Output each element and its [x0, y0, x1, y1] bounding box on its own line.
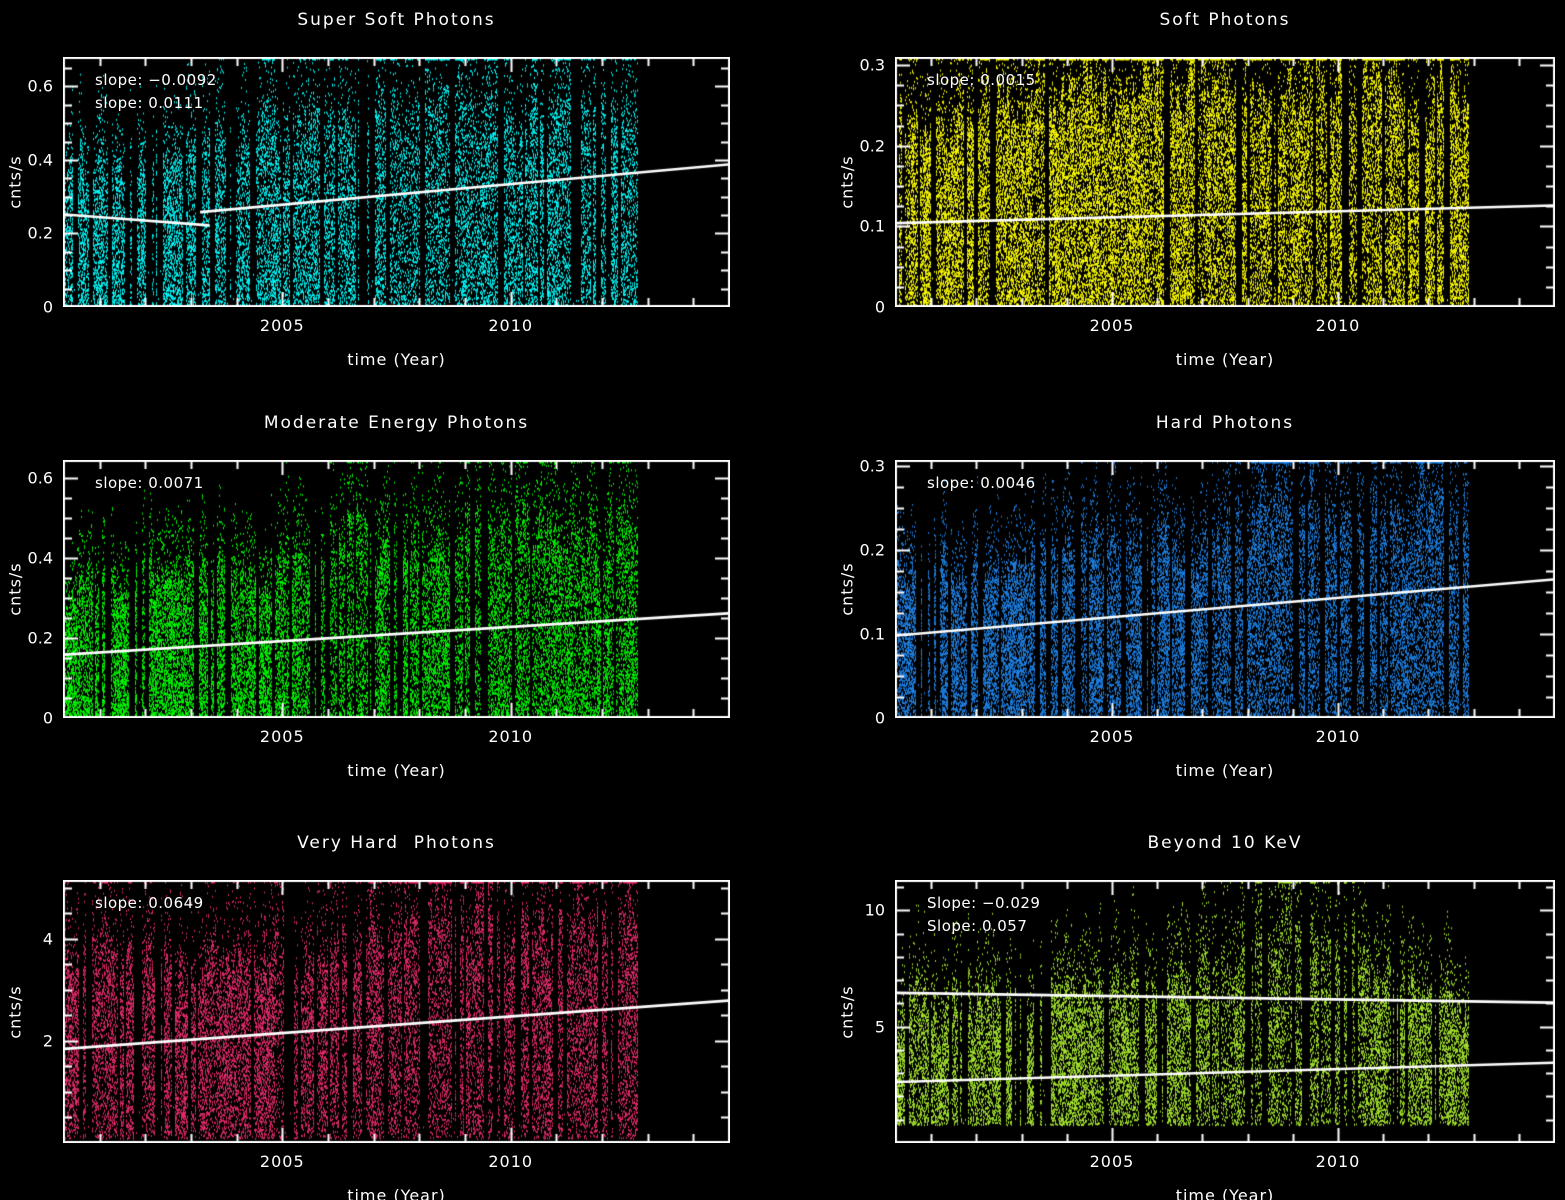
slope-annotation: slope: 0.0015 [927, 71, 1036, 89]
slope-annotation: slope: −0.0092 [95, 71, 217, 89]
panel-title: Soft Photons [1159, 10, 1291, 30]
y-tick-label: 0.1 [859, 216, 885, 236]
y-axis-label: cnts/s [5, 155, 25, 209]
y-tick-label: 10 [864, 900, 885, 920]
y-tick-label: 0 [874, 297, 885, 317]
y-tick-label: 4 [42, 929, 53, 949]
y-axis-label: cnts/s [5, 984, 25, 1039]
slope-annotations: slope: −0.0092 slope: 0.0111 [95, 69, 217, 115]
panel-super-soft-photons: Super Soft Photons cnts/s time (Year) sl… [6, 10, 730, 369]
panel-title: Moderate Energy Photons [263, 413, 530, 433]
x-tick-label: 2005 [259, 316, 305, 335]
x-axis-label: time (Year) [347, 761, 446, 780]
y-tick-label: 0.4 [27, 150, 53, 170]
y-tick-label: 0 [42, 708, 53, 728]
slope-annotation: slope: 0.0071 [95, 474, 204, 492]
scatter-plot-canvas [895, 880, 1555, 1143]
x-tick-label: 2005 [1089, 316, 1135, 335]
x-tick-label: 2005 [259, 1152, 305, 1171]
y-tick-label: 0.2 [859, 540, 885, 560]
y-tick-label: 0.2 [27, 628, 53, 648]
slope-annotations: slope: 0.0046 [927, 472, 1036, 495]
x-tick-label: 2010 [1315, 1152, 1361, 1171]
y-tick-label: 0.1 [859, 624, 885, 644]
x-tick-label: 2010 [488, 1152, 534, 1171]
x-axis-label: time (Year) [1175, 1186, 1275, 1200]
x-axis-label: time (Year) [1175, 350, 1275, 369]
slope-annotation: Slope: −0.029 [927, 894, 1041, 912]
slope-annotations: slope: 0.0015 [927, 69, 1036, 92]
y-tick-label: 5 [874, 1017, 885, 1037]
slope-annotation: slope: 0.0046 [927, 474, 1036, 492]
x-tick-label: 2005 [1089, 1152, 1135, 1171]
y-tick-label: 0.2 [27, 223, 53, 243]
panel-very-hard-photons: Very Hard Photons cnts/s time (Year) slo… [6, 833, 730, 1200]
slope-annotations: Slope: −0.029 Slope: 0.057 [927, 892, 1040, 938]
scatter-plot-canvas [63, 460, 730, 718]
y-tick-label: 0 [874, 708, 885, 728]
scatter-plot-canvas [895, 57, 1555, 307]
x-tick-label: 2010 [1315, 727, 1361, 746]
x-axis-label: time (Year) [347, 1186, 446, 1200]
x-axis-label: time (Year) [1175, 761, 1275, 780]
panel-title: Beyond 10 KeV [1147, 833, 1303, 853]
y-tick-label: 0.6 [27, 468, 53, 488]
panel-title: Hard Photons [1155, 413, 1295, 433]
y-tick-label: 0.4 [27, 548, 53, 568]
y-tick-label: 0.3 [859, 456, 885, 476]
panel-soft-photons: Soft Photons cnts/s time (Year) slope: 0… [838, 10, 1555, 369]
panel-hard-photons: Hard Photons cnts/s time (Year) slope: 0… [838, 413, 1555, 780]
x-tick-label: 2010 [1315, 316, 1361, 335]
slope-annotation: slope: 0.0649 [95, 894, 204, 912]
slope-annotation: slope: 0.0111 [95, 94, 204, 112]
y-tick-label: 0 [42, 297, 53, 317]
panel-beyond-10-kev: Beyond 10 KeV cnts/s time (Year) Slope: … [838, 833, 1555, 1200]
slope-annotations: slope: 0.0649 [95, 892, 204, 915]
y-tick-label: 2 [42, 1031, 53, 1051]
y-tick-label: 0.3 [859, 55, 885, 75]
x-tick-label: 2010 [488, 316, 534, 335]
x-axis-label: time (Year) [347, 350, 446, 369]
y-tick-label: 0.6 [27, 76, 53, 96]
y-axis-label: cnts/s [837, 562, 857, 616]
x-tick-label: 2005 [259, 727, 305, 746]
x-tick-label: 2010 [488, 727, 534, 746]
y-axis-label: cnts/s [837, 984, 857, 1039]
x-tick-label: 2005 [1089, 727, 1135, 746]
panel-title: Very Hard Photons [297, 833, 496, 853]
scatter-plot-canvas [895, 460, 1555, 718]
y-tick-label: 0.2 [859, 136, 885, 156]
y-axis-label: cnts/s [5, 562, 25, 616]
panel-title: Super Soft Photons [297, 10, 496, 30]
slope-annotation: Slope: 0.057 [927, 917, 1028, 935]
slope-annotations: slope: 0.0071 [95, 472, 204, 495]
scatter-plot-canvas [63, 57, 730, 307]
scatter-plot-canvas [63, 880, 730, 1143]
y-axis-label: cnts/s [837, 155, 857, 209]
panel-moderate-energy-photons: Moderate Energy Photons cnts/s time (Yea… [6, 413, 730, 780]
